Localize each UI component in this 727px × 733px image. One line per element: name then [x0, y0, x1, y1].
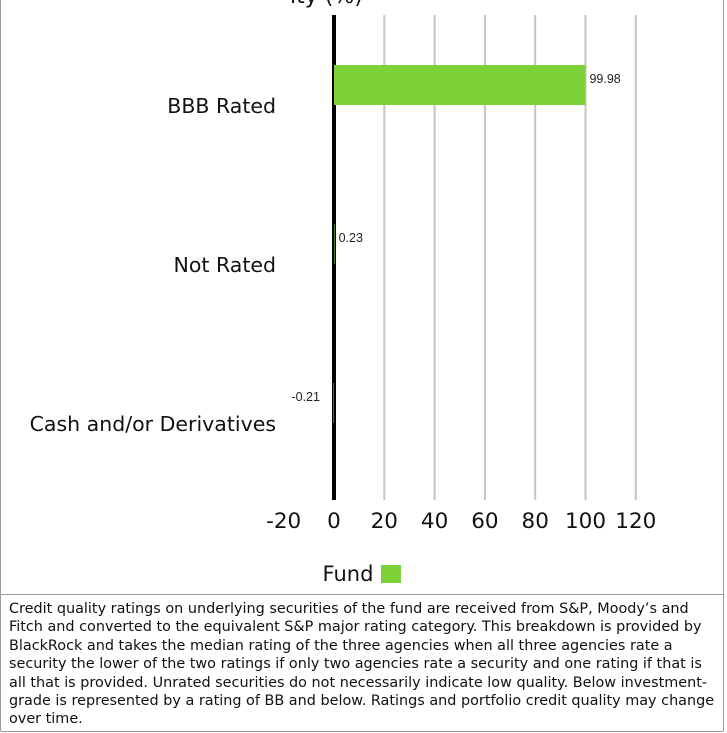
legend-swatch — [381, 565, 402, 583]
data-label: 99.98 — [589, 72, 620, 86]
data-label: -0.21 — [291, 390, 320, 404]
category-label: Cash and/or Derivatives — [30, 412, 276, 436]
x-tick-label: -20 — [266, 509, 301, 534]
legend-label: Fund — [322, 562, 374, 586]
footnote-text: Credit quality ratings on underlying sec… — [9, 601, 715, 728]
x-tick-label: 120 — [615, 509, 656, 534]
bars — [333, 65, 586, 423]
bar-chart: 99.98 0.23 -0.21 BBB Rated Not Rated Cash an… — [30, 15, 656, 534]
x-tick-label: 60 — [471, 509, 498, 534]
bar — [334, 224, 335, 264]
x-tick-label: 0 — [327, 509, 341, 534]
bar — [333, 383, 335, 423]
x-tick-label: 20 — [371, 509, 398, 534]
category-label: Not Rated — [174, 253, 276, 277]
divider — [0, 594, 724, 595]
x-tick-label: 100 — [565, 509, 606, 534]
category-label: BBB Rated — [167, 94, 276, 118]
bar — [334, 65, 586, 105]
data-labels: 99.98 0.23 -0.21 — [291, 72, 620, 404]
category-labels: BBB Rated Not Rated Cash and/or Derivative… — [30, 94, 276, 436]
x-tick-label: 40 — [421, 509, 448, 534]
x-tick-label: 80 — [522, 509, 549, 534]
chart-title-fragment: ity (%) — [290, 0, 363, 9]
legend: Fund — [0, 562, 724, 586]
data-label: 0.23 — [339, 231, 363, 245]
x-tick-labels: -20 0 20 40 60 80 100 120 — [266, 509, 656, 534]
